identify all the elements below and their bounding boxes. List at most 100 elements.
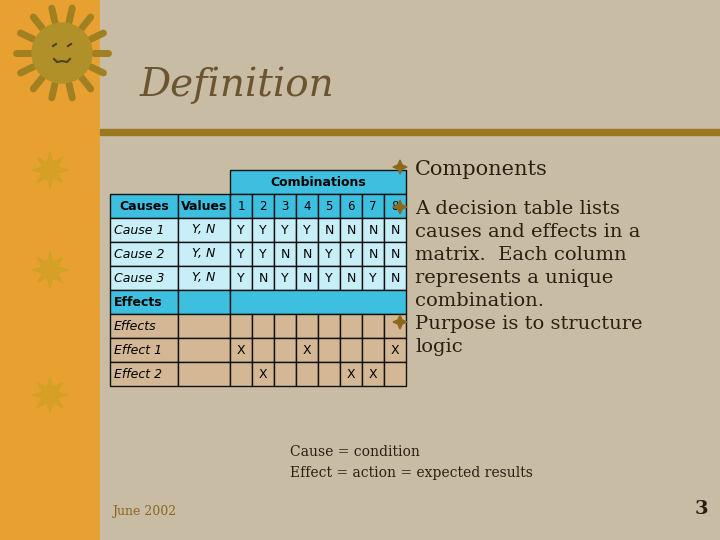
Text: 2: 2: [259, 199, 266, 213]
Text: Effect 2: Effect 2: [114, 368, 162, 381]
Text: N: N: [390, 247, 400, 260]
Bar: [274, 314, 296, 338]
Bar: [318, 362, 340, 386]
Bar: [340, 362, 362, 386]
Bar: [230, 314, 252, 338]
Text: Effect = action = expected results: Effect = action = expected results: [290, 466, 533, 480]
Bar: [274, 194, 296, 218]
Bar: [362, 314, 384, 338]
Text: 6: 6: [347, 199, 355, 213]
Bar: [296, 266, 318, 290]
Bar: [340, 314, 362, 338]
Text: Y: Y: [282, 224, 289, 237]
Text: N: N: [346, 272, 356, 285]
Bar: [252, 218, 274, 242]
Text: Y, N: Y, N: [192, 247, 216, 260]
Bar: [110, 194, 178, 218]
Bar: [230, 290, 406, 314]
Text: Y: Y: [259, 247, 267, 260]
Bar: [0, 0, 100, 540]
Text: Y: Y: [237, 272, 245, 285]
Circle shape: [32, 23, 92, 83]
Bar: [230, 338, 252, 362]
Text: Cause = condition: Cause = condition: [290, 445, 420, 459]
Polygon shape: [32, 152, 68, 188]
Bar: [362, 194, 384, 218]
Bar: [296, 362, 318, 386]
Text: N: N: [324, 224, 333, 237]
Bar: [252, 194, 274, 218]
Text: Y: Y: [325, 272, 333, 285]
Bar: [274, 338, 296, 362]
Bar: [296, 194, 318, 218]
Text: N: N: [369, 247, 378, 260]
Text: Cause 1: Cause 1: [114, 224, 164, 237]
Text: X: X: [237, 343, 246, 356]
Text: 4: 4: [303, 199, 311, 213]
Text: Y: Y: [325, 247, 333, 260]
Bar: [318, 314, 340, 338]
Bar: [178, 290, 230, 314]
Bar: [252, 338, 274, 362]
Bar: [384, 242, 406, 266]
Bar: [230, 266, 252, 290]
Text: Y: Y: [237, 224, 245, 237]
Bar: [178, 266, 230, 290]
Bar: [100, 0, 720, 540]
Text: Values: Values: [181, 199, 228, 213]
Bar: [230, 170, 406, 194]
Bar: [252, 242, 274, 266]
Bar: [178, 218, 230, 242]
Bar: [110, 338, 178, 362]
Bar: [384, 266, 406, 290]
Text: Y: Y: [369, 272, 377, 285]
Bar: [100, 129, 720, 135]
Text: Y: Y: [237, 247, 245, 260]
Bar: [178, 194, 230, 218]
Text: N: N: [346, 224, 356, 237]
Bar: [362, 266, 384, 290]
Bar: [110, 314, 178, 338]
Text: Combinations: Combinations: [270, 176, 366, 188]
Bar: [110, 266, 178, 290]
Bar: [296, 218, 318, 242]
Bar: [252, 314, 274, 338]
Bar: [230, 242, 252, 266]
Text: N: N: [280, 247, 289, 260]
Text: N: N: [302, 272, 312, 285]
Bar: [384, 314, 406, 338]
Bar: [178, 338, 230, 362]
Polygon shape: [32, 377, 68, 413]
Bar: [340, 218, 362, 242]
Bar: [362, 218, 384, 242]
Bar: [110, 242, 178, 266]
Bar: [296, 338, 318, 362]
Text: Cause 2: Cause 2: [114, 247, 164, 260]
Text: 5: 5: [325, 199, 333, 213]
Text: X: X: [369, 368, 377, 381]
Polygon shape: [393, 315, 407, 329]
Bar: [252, 362, 274, 386]
Bar: [274, 362, 296, 386]
Bar: [230, 194, 252, 218]
Bar: [318, 338, 340, 362]
Text: X: X: [302, 343, 311, 356]
Bar: [318, 266, 340, 290]
Text: 7: 7: [369, 199, 377, 213]
Text: Definition: Definition: [140, 66, 335, 104]
Bar: [296, 242, 318, 266]
Bar: [178, 314, 230, 338]
Text: Y: Y: [259, 224, 267, 237]
Text: X: X: [391, 343, 400, 356]
Bar: [384, 362, 406, 386]
Text: Effects: Effects: [114, 320, 157, 333]
Text: Effect 1: Effect 1: [114, 343, 162, 356]
Bar: [252, 266, 274, 290]
Bar: [178, 242, 230, 266]
Bar: [274, 266, 296, 290]
Bar: [384, 338, 406, 362]
Bar: [340, 338, 362, 362]
Bar: [362, 338, 384, 362]
Bar: [110, 290, 178, 314]
Bar: [340, 266, 362, 290]
